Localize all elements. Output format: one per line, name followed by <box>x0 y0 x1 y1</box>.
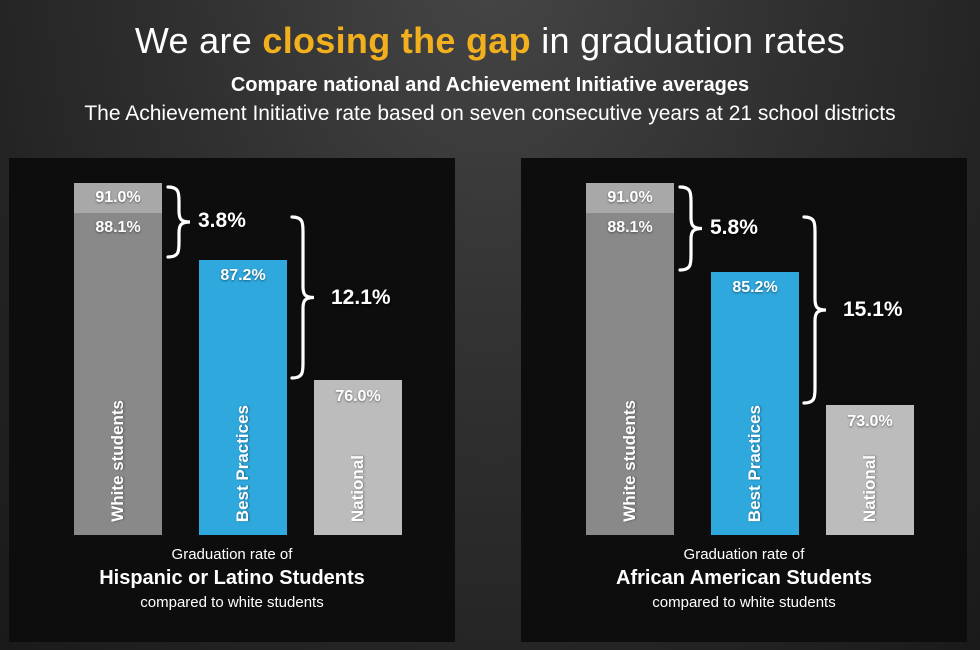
gap-bracket-national <box>290 215 315 380</box>
bar-name-label: Best Practices <box>233 404 252 522</box>
bar-name-label: Best Practices <box>745 404 764 522</box>
bar-value-label: 73.0% <box>847 413 893 430</box>
bar-value-label: 87.2% <box>220 267 266 284</box>
gap-value-national: 12.1% <box>331 286 391 309</box>
caption-line3: compared to white students <box>652 594 836 611</box>
gap-bracket-best-practices <box>678 185 703 272</box>
bar-value-label: 91.0% <box>607 189 653 206</box>
caption-line2: Hispanic or Latino Students <box>99 567 365 589</box>
bar-segment-best-practices-white: 91.0% <box>586 183 674 213</box>
bar-national: 73.0% National <box>826 405 914 535</box>
caption-line3: compared to white students <box>140 594 324 611</box>
slide-title: We are closing the gap in graduation rat… <box>0 20 980 62</box>
caption-line1: Graduation rate of <box>683 546 805 563</box>
gap-bracket-best-practices <box>166 185 191 259</box>
bar-name-label: National <box>348 454 367 522</box>
subtitle-note: The Achievement Initiative rate based on… <box>84 102 896 125</box>
title-suffix: in graduation rates <box>530 20 846 61</box>
bar-national: 76.0% National <box>314 380 402 535</box>
bar-best-practices: 85.2% Best Practices <box>711 272 799 535</box>
bar-segment-best-practices-white: 91.0% <box>74 183 162 213</box>
gap-value-best-practices: 3.8% <box>198 209 246 232</box>
gap-value-national: 15.1% <box>843 298 903 321</box>
bar-name-label: White students <box>620 400 639 522</box>
caption-line2: African American Students <box>616 567 872 589</box>
bar-white-students: 91.0% 88.1% White students <box>74 183 162 535</box>
title-highlight: closing the gap <box>262 20 531 61</box>
chart-panel-hispanic: 91.0% 88.1% White students 87.2% Best Pr… <box>9 158 455 642</box>
panel-caption: Graduation rate of Hispanic or Latino St… <box>9 546 455 611</box>
bar-value-label: 91.0% <box>95 189 141 206</box>
bar-value-label: 76.0% <box>335 388 381 405</box>
panel-caption: Graduation rate of African American Stud… <box>521 546 967 611</box>
caption-line1: Graduation rate of <box>171 546 293 563</box>
gap-value-best-practices: 5.8% <box>710 216 758 239</box>
bar-name-label: National <box>860 454 879 522</box>
bar-value-label: 88.1% <box>95 219 141 236</box>
bar-value-label: 85.2% <box>732 279 778 296</box>
chart-panel-african-american: 91.0% 88.1% White students 85.2% Best Pr… <box>521 158 967 642</box>
title-prefix: We are <box>134 20 263 61</box>
subtitle-compare: Compare national and Achievement Initiat… <box>230 74 750 96</box>
bar-white-students: 91.0% 88.1% White students <box>586 183 674 535</box>
gap-bracket-national <box>802 215 827 405</box>
bar-best-practices: 87.2% Best Practices <box>199 260 287 535</box>
bar-value-label: 88.1% <box>607 219 653 236</box>
bar-name-label: White students <box>108 400 127 522</box>
